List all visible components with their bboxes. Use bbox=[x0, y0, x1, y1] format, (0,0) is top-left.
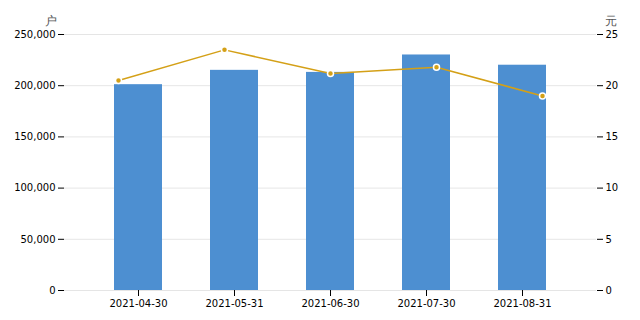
svg-text:25: 25 bbox=[606, 29, 619, 40]
svg-text:元: 元 bbox=[605, 14, 617, 28]
svg-text:2021-06-30: 2021-06-30 bbox=[301, 298, 359, 309]
svg-text:2021-04-30: 2021-04-30 bbox=[109, 298, 167, 309]
svg-text:150,000: 150,000 bbox=[14, 131, 55, 142]
svg-text:250,000: 250,000 bbox=[14, 29, 55, 40]
svg-text:2021-07-30: 2021-07-30 bbox=[397, 298, 455, 309]
svg-text:15: 15 bbox=[606, 131, 619, 142]
svg-text:100,000: 100,000 bbox=[14, 182, 55, 193]
svg-text:20: 20 bbox=[606, 80, 619, 91]
svg-text:户: 户 bbox=[45, 14, 57, 28]
svg-text:10: 10 bbox=[606, 182, 619, 193]
svg-text:50,000: 50,000 bbox=[21, 234, 56, 245]
svg-text:2021-05-31: 2021-05-31 bbox=[205, 298, 263, 309]
svg-text:2021-08-31: 2021-08-31 bbox=[493, 298, 551, 309]
svg-text:200,000: 200,000 bbox=[14, 80, 55, 91]
svg-text:5: 5 bbox=[606, 234, 612, 245]
svg-text:0: 0 bbox=[49, 285, 55, 296]
svg-text:0: 0 bbox=[606, 285, 612, 296]
